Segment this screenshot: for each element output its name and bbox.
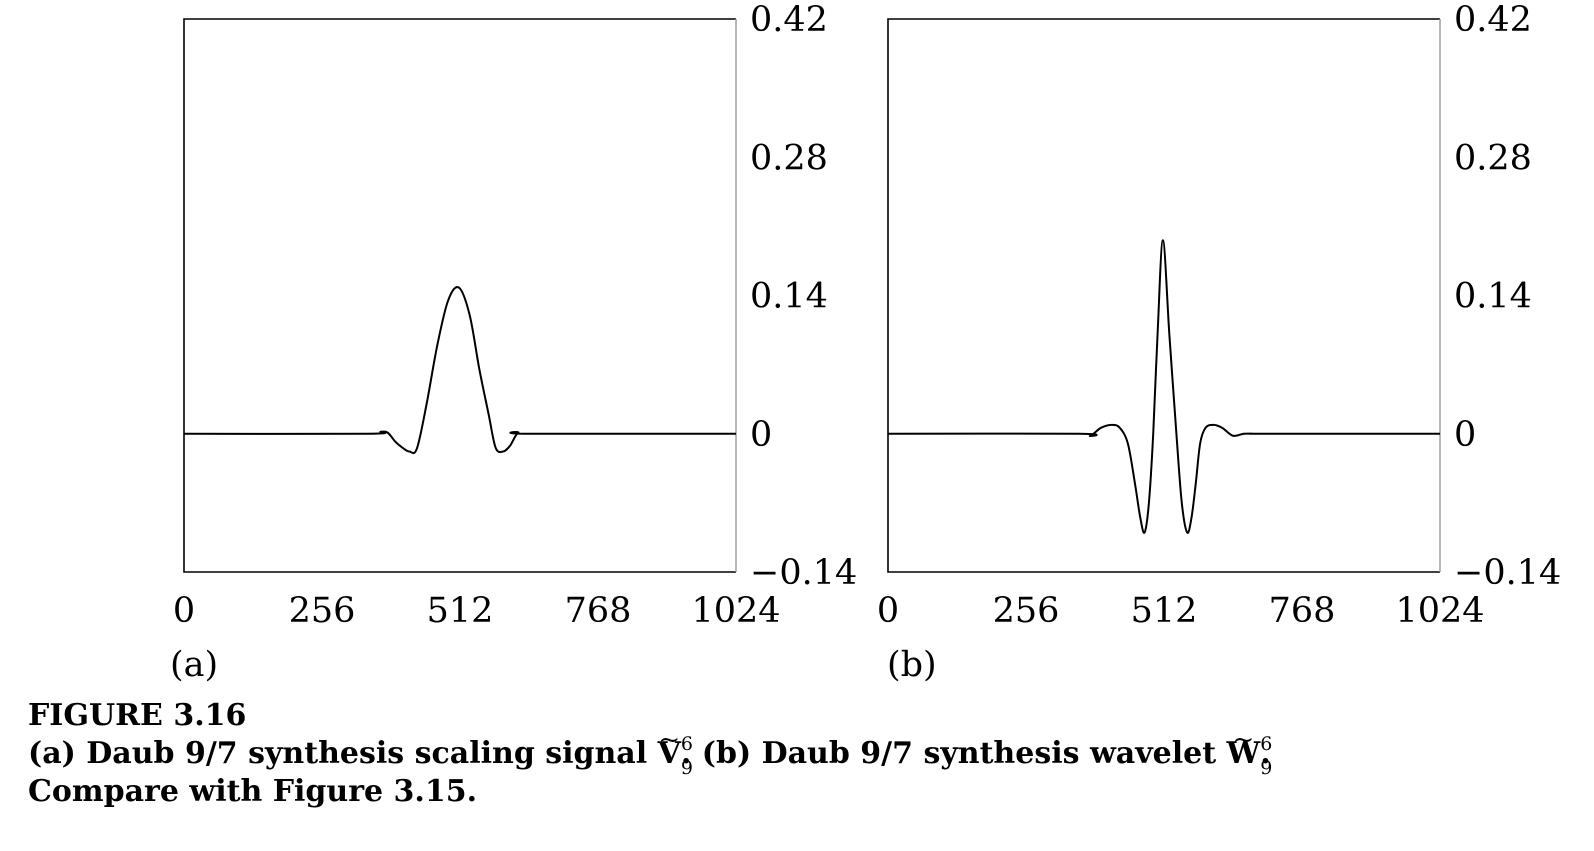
panel-b: 0.42 0.28 0.14 0 −0.14 0 256 512 768 1024 (b)	[877, 0, 1561, 685]
y-tick-label: 0.14	[750, 277, 828, 317]
tilde-accent-icon: ~	[1232, 725, 1255, 755]
x-tick-label: 768	[1269, 591, 1336, 631]
figure-caption: FIGURE 3.16 (a) Daub 9/7 synthesis scali…	[28, 697, 1588, 811]
panel-a-series-line	[183, 286, 737, 455]
panel-a: 0.42 0.28 0.14 0 −0.14 0 256 512 768 1024 (a)	[170, 0, 857, 685]
panel-a-frame	[183, 18, 736, 573]
symbol-w-base: W	[1226, 736, 1261, 771]
caption-part-a-end: .	[680, 736, 692, 771]
x-tick-label: 0	[877, 591, 899, 631]
panel-b-x-tick-labels: 0 256 512 768 1024	[877, 591, 1485, 631]
x-tick-label: 1024	[691, 591, 780, 631]
panel-a-x-tick-labels: 0 256 512 768 1024	[173, 591, 781, 631]
x-tick-label: 1024	[1395, 591, 1484, 631]
symbol-v-base: V	[657, 736, 681, 771]
y-tick-label: −0.14	[1454, 553, 1561, 593]
x-tick-label: 256	[993, 591, 1060, 631]
figure-area: 0.42 0.28 0.14 0 −0.14 0 256 512 768 1024 (a) 0.…	[170, 0, 1561, 685]
y-tick-label: 0	[1454, 415, 1476, 455]
caption-part-b-end: .	[1260, 736, 1271, 771]
caption-part-a: (a) Daub 9/7 synthesis scaling signal	[28, 736, 648, 771]
x-tick-label: 512	[427, 591, 494, 631]
symbol-w-subscript: 9	[1260, 757, 1273, 779]
caption-part-b: (b) Daub 9/7 synthesis wavelet	[701, 736, 1217, 771]
y-tick-label: −0.14	[750, 553, 857, 593]
tilde-accent-icon: ~	[658, 725, 681, 755]
x-tick-label: 256	[289, 591, 356, 631]
symbol-v-superscript: 6	[680, 733, 693, 755]
panel-b-series-line	[887, 239, 1440, 534]
x-tick-label: 768	[565, 591, 632, 631]
caption-line-2: (a) Daub 9/7 synthesis scaling signal V ~…	[28, 725, 1588, 779]
caption-figure-label: FIGURE 3.16	[28, 698, 247, 733]
panel-b-y-tick-labels: 0.42 0.28 0.14 0 −0.14	[1454, 0, 1561, 593]
x-tick-label: 0	[173, 591, 195, 631]
panel-a-label: (a)	[170, 645, 218, 685]
symbol-v-subscript: 9	[680, 757, 693, 779]
y-tick-label: 0.42	[1454, 0, 1532, 40]
symbol-w-tilde: W ~6 9	[1226, 725, 1273, 779]
symbol-v-tilde: V ~6 9	[657, 725, 693, 779]
y-tick-label: 0	[750, 415, 772, 455]
x-tick-label: 512	[1131, 591, 1198, 631]
panel-b-frame	[887, 18, 1440, 573]
y-tick-label: 0.14	[1454, 277, 1532, 317]
y-tick-label: 0.28	[750, 138, 828, 178]
symbol-w-superscript: 6	[1260, 733, 1273, 755]
caption-line-3: Compare with Figure 3.15.	[28, 774, 478, 809]
panel-a-y-tick-labels: 0.42 0.28 0.14 0 −0.14	[750, 0, 857, 593]
y-tick-label: 0.42	[750, 0, 828, 40]
y-tick-label: 0.28	[1454, 138, 1532, 178]
panel-b-label: (b)	[887, 645, 937, 685]
